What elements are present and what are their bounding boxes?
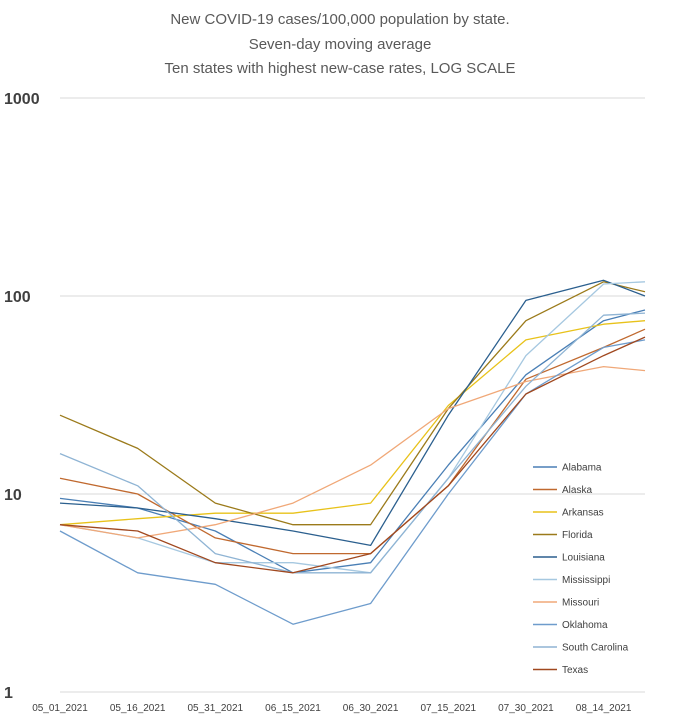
x-axis-ticks: 05_01_2021 05_16_2021 05_31_2021 06_15_2021…: [32, 703, 632, 714]
series-line-texas: [59, 336, 646, 574]
legend-label: Florida: [562, 530, 593, 541]
x-tick-label: 08_14_2021: [576, 703, 632, 714]
chart-title-line-3: Ten states with highest new-case rates, …: [165, 60, 516, 77]
series-line-mississippi: [59, 281, 646, 574]
legend-label: Texas: [562, 665, 588, 676]
chart-title: New COVID-19 cases/100,000 population by…: [165, 11, 516, 77]
legend-label: Arkansas: [562, 508, 604, 519]
series-line-alabama: [59, 309, 646, 574]
x-tick-label: 06_30_2021: [343, 703, 399, 714]
legend-item: Oklahoma: [533, 620, 608, 631]
legend-item: Texas: [533, 665, 588, 676]
chart-title-line-2: Seven-day moving average: [249, 36, 432, 53]
legend-item: Florida: [533, 530, 593, 541]
y-tick-label: 100: [4, 289, 31, 306]
series-line-south-carolina: [59, 312, 646, 574]
series-line-arkansas: [59, 320, 646, 526]
series-line-alaska: [59, 328, 646, 555]
y-tick-label: 1000: [4, 91, 40, 108]
legend-label: Mississippi: [562, 575, 610, 586]
legend: Alabama Alaska Arkansas Florida Louisiana Mis…: [533, 463, 629, 676]
y-tick-label: 10: [4, 487, 22, 504]
series-line-louisiana: [59, 279, 646, 547]
x-tick-label: 05_16_2021: [110, 703, 166, 714]
series-lines: [59, 279, 646, 625]
legend-item: Alabama: [533, 463, 602, 474]
legend-item: Missouri: [533, 598, 599, 609]
legend-label: Alabama: [562, 463, 602, 474]
legend-label: Alaska: [562, 485, 592, 496]
legend-item: Louisiana: [533, 553, 605, 564]
y-axis-ticks: 1 10 100 1000: [4, 91, 40, 702]
legend-item: South Carolina: [533, 643, 629, 654]
x-tick-label: 07_15_2021: [420, 703, 476, 714]
series-line-oklahoma: [59, 339, 646, 625]
legend-label: South Carolina: [562, 643, 629, 654]
y-tick-label: 1: [4, 685, 13, 702]
gridlines: [60, 97, 645, 693]
x-tick-label: 06_15_2021: [265, 703, 321, 714]
legend-label: Oklahoma: [562, 620, 608, 631]
legend-item: Arkansas: [533, 508, 604, 519]
series-line-missouri: [59, 365, 646, 539]
x-tick-label: 05_31_2021: [187, 703, 243, 714]
series-line-florida: [59, 281, 646, 526]
legend-item: Alaska: [533, 485, 592, 496]
legend-label: Louisiana: [562, 553, 605, 564]
chart-title-line-1: New COVID-19 cases/100,000 population by…: [170, 11, 509, 28]
legend-item: Mississippi: [533, 575, 610, 586]
legend-label: Missouri: [562, 598, 599, 609]
x-tick-label: 07_30_2021: [498, 703, 554, 714]
x-tick-label: 05_01_2021: [32, 703, 88, 714]
